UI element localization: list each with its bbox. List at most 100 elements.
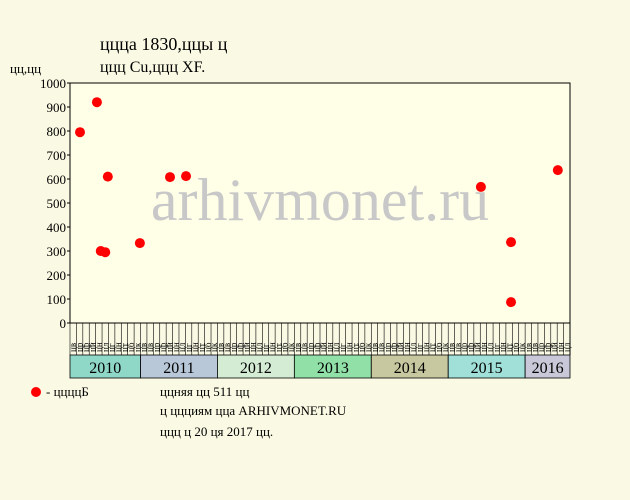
y-tick-label: 700 — [47, 148, 67, 163]
x-tick-label: цн — [94, 342, 104, 352]
x-tick-label: цй — [318, 342, 328, 352]
year-label: 2012 — [240, 360, 272, 377]
x-tick-label: цг — [414, 343, 424, 352]
x-tick-label: цв — [293, 343, 303, 352]
year-label: 2015 — [471, 360, 503, 377]
x-tick-label: цг — [184, 343, 194, 352]
x-tick-label: цн — [113, 342, 123, 352]
x-tick-label: цт — [504, 343, 514, 352]
y-tick-label: 200 — [47, 268, 67, 283]
x-tick-label: цй — [164, 342, 174, 352]
x-tick-label: цт — [273, 343, 283, 352]
x-tick-label: цк — [209, 342, 219, 352]
note: ццц ц 20 ця 2017 цц. — [160, 424, 273, 439]
x-tick-label: цв — [446, 343, 456, 352]
x-tick-label: цк — [132, 342, 142, 352]
note: ц ццциям цца ARHIVMONET.RU — [160, 403, 347, 418]
x-tick-label: цр — [305, 342, 315, 352]
x-tick-label: цб — [280, 342, 290, 352]
year-label: 2014 — [394, 360, 426, 377]
y-tick-label: 400 — [47, 220, 67, 235]
x-tick-label: цг — [261, 343, 271, 352]
x-tick-label: цв — [139, 343, 149, 352]
y-tick-label: 1000 — [40, 76, 66, 91]
x-tick-label: цб — [511, 342, 521, 352]
x-tick-label: цл — [485, 342, 495, 352]
point — [91, 97, 102, 108]
x-tick-label: цн — [421, 342, 431, 352]
x-tick-label: цт — [427, 343, 437, 352]
note: ццняя цц 511 цц — [160, 384, 249, 399]
legend-marker — [31, 387, 41, 397]
x-tick-label: цн — [190, 342, 200, 352]
chart-subtitle: ццц Cu,ццц XF. — [100, 59, 205, 76]
y-tick-label: 500 — [47, 196, 67, 211]
x-tick-label: цй — [395, 342, 405, 352]
y-tick-label: 800 — [47, 124, 67, 139]
x-tick-label: цн — [248, 342, 258, 352]
x-tick-label: цв — [68, 343, 78, 352]
year-label: 2011 — [163, 360, 194, 377]
x-tick-label: цл — [562, 342, 572, 352]
x-tick-label: цр — [228, 342, 238, 352]
x-tick-label: цр — [312, 342, 322, 352]
x-tick-label: цн — [402, 342, 412, 352]
point — [506, 237, 517, 248]
y-tick-label: 300 — [47, 244, 67, 259]
x-tick-label: цр — [235, 342, 245, 352]
x-tick-label: цб — [203, 342, 213, 352]
x-tick-label: цй — [241, 342, 251, 352]
x-tick-label: цл — [254, 342, 264, 352]
x-tick-label: цг — [491, 343, 501, 352]
x-tick-label: цл — [100, 342, 110, 352]
y-tick-label: 100 — [47, 292, 67, 307]
x-tick-label: цв — [369, 343, 379, 352]
x-tick-label: цв — [216, 343, 226, 352]
x-tick-label: цр — [543, 342, 553, 352]
point — [75, 127, 85, 138]
legend-label: - ццццБ — [46, 384, 89, 399]
x-tick-label: цк — [286, 342, 296, 352]
year-label: 2016 — [532, 360, 564, 377]
x-tick-label: цб — [126, 342, 136, 352]
point — [165, 172, 175, 183]
x-tick-label: цн — [498, 342, 508, 352]
x-tick-label: цв — [299, 343, 309, 352]
x-tick-label: цт — [119, 343, 129, 352]
year-label: 2013 — [317, 360, 349, 377]
point — [181, 171, 192, 182]
x-tick-label: цр — [382, 342, 392, 352]
x-tick-label: цр — [466, 342, 476, 352]
x-tick-label: цт — [350, 343, 360, 352]
x-tick-label: цв — [523, 343, 533, 352]
x-tick-label: цт — [196, 343, 206, 352]
x-tick-label: цр — [81, 342, 91, 352]
watermark: arhivmonet.ru — [151, 167, 489, 233]
x-tick-label: цк — [440, 342, 450, 352]
x-tick-label: цн — [171, 342, 181, 352]
x-tick-label: цн — [344, 342, 354, 352]
year-label: 2010 — [89, 360, 121, 377]
x-tick-label: цр — [75, 342, 85, 352]
x-tick-label: цб — [434, 342, 444, 352]
point — [102, 171, 113, 182]
x-tick-label: цр — [158, 342, 168, 352]
x-tick-label: цв — [376, 343, 386, 352]
point — [552, 165, 563, 176]
x-tick-label: цн — [555, 342, 565, 352]
x-tick-label: цв — [453, 343, 463, 352]
x-tick-label: цн — [267, 342, 277, 352]
x-tick-label: цг — [337, 343, 347, 352]
y-tick-label: 600 — [47, 172, 67, 187]
x-tick-label: цр — [389, 342, 399, 352]
y-tick-label: 900 — [47, 100, 67, 115]
x-tick-label: цг — [107, 343, 117, 352]
x-tick-label: цк — [517, 342, 527, 352]
y-tick-label: 0 — [60, 316, 67, 331]
year-box — [524, 354, 571, 379]
point — [134, 238, 145, 249]
x-tick-label: цк — [363, 342, 373, 352]
y-axis-label: цц,цц — [10, 61, 41, 76]
x-tick-label: цй — [472, 342, 482, 352]
